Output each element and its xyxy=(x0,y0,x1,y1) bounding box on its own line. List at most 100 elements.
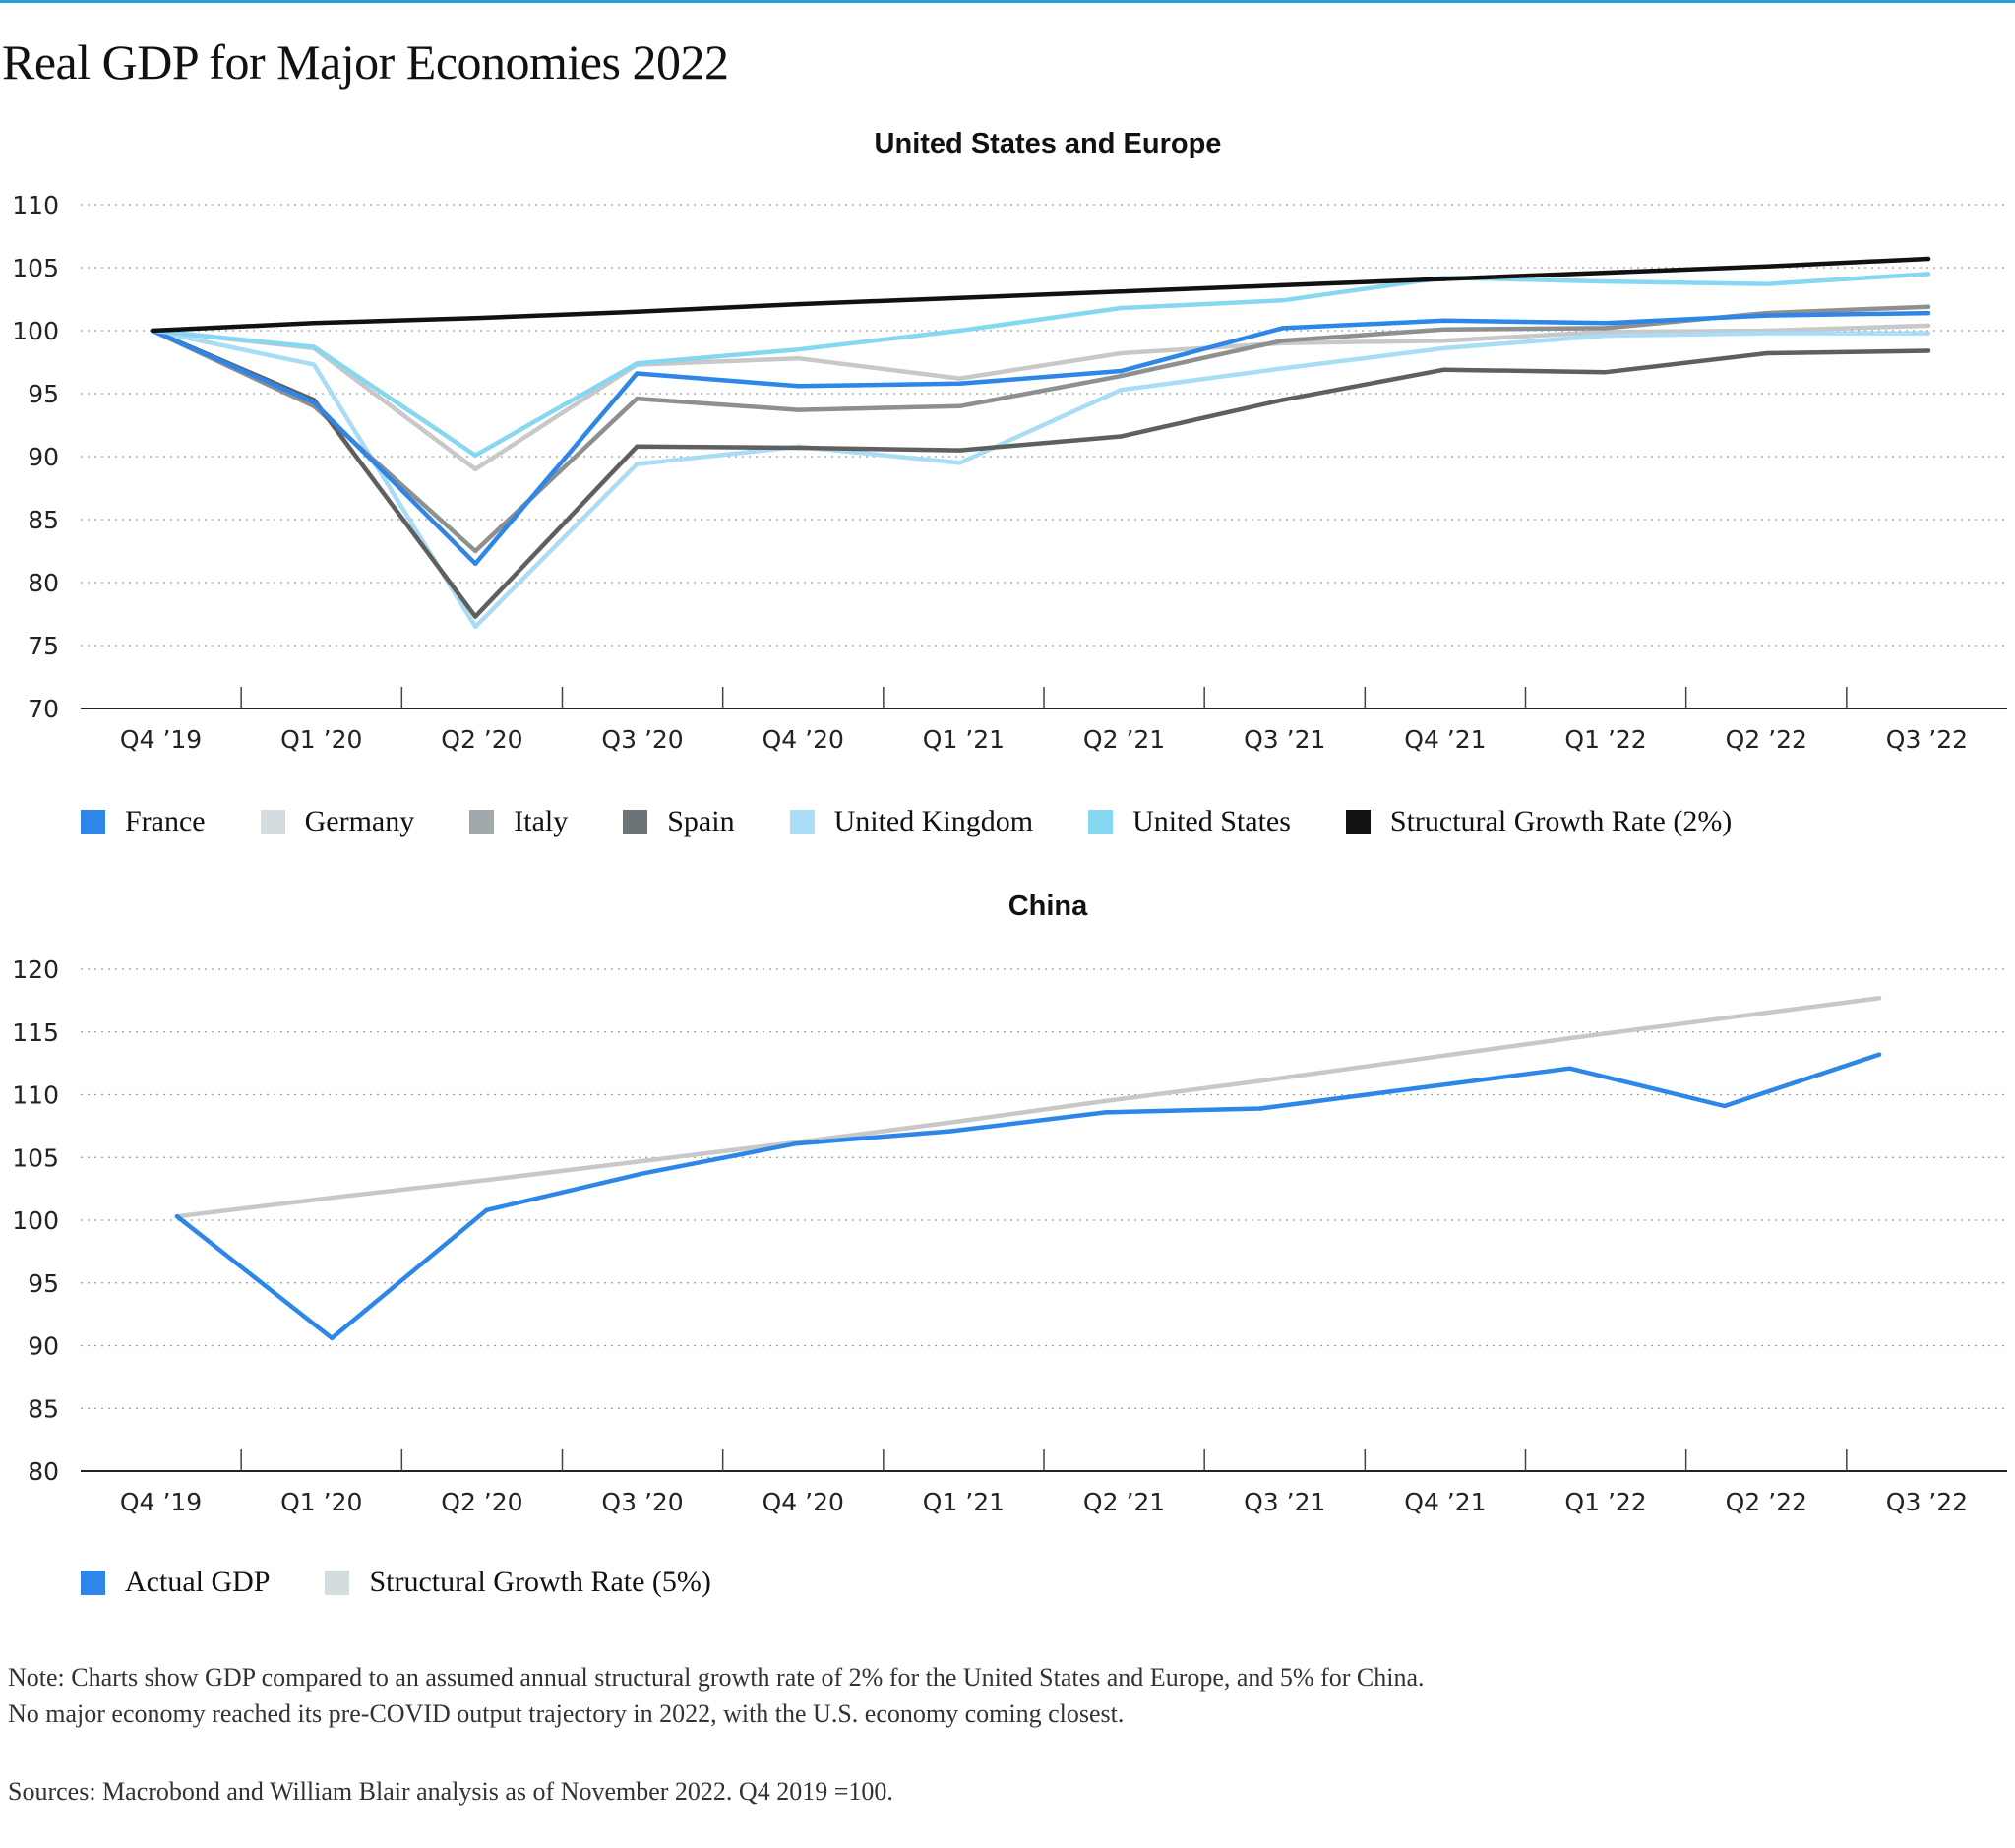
data-point-italy xyxy=(796,407,801,412)
y-tick-label-90: 90 xyxy=(28,1332,59,1361)
data-point-structural-growth-rate-5 xyxy=(1567,1035,1572,1041)
x-tick-label: Q2 ’21 xyxy=(1083,725,1165,754)
x-tick-label: Q1 ’20 xyxy=(280,1488,362,1516)
y-tick-label-70: 70 xyxy=(28,695,59,723)
data-point-france xyxy=(635,371,640,376)
chart-title: China xyxy=(1008,891,1088,922)
data-point-spain xyxy=(1603,370,1609,375)
data-point-spain xyxy=(1280,398,1285,402)
data-point-spain xyxy=(635,444,640,449)
data-point-united-states xyxy=(635,361,640,366)
data-point-structural-growth-rate-2 xyxy=(1119,289,1124,294)
data-point-spain xyxy=(472,614,478,619)
legend-item-united-states: United States xyxy=(1088,805,1291,838)
legend-label: United States xyxy=(1132,805,1291,837)
legend-label: Structural Growth Rate (5%) xyxy=(369,1566,711,1598)
data-point-actual-gdp xyxy=(793,1141,799,1146)
data-point-structural-growth-rate-2 xyxy=(957,295,962,300)
data-point-germany xyxy=(472,466,478,471)
data-point-actual-gdp xyxy=(1722,1103,1727,1109)
data-point-france xyxy=(1280,326,1285,331)
data-point-spain xyxy=(957,448,962,453)
data-point-structural-growth-rate-2 xyxy=(311,321,317,326)
data-point-actual-gdp xyxy=(639,1171,644,1177)
data-point-united-kingdom xyxy=(1280,366,1285,371)
sources-text: Sources: Macrobond and William Blair ana… xyxy=(8,1777,893,1806)
legend-swatch xyxy=(81,1570,105,1595)
y-tick-label-120: 120 xyxy=(12,955,59,984)
legend-swatch xyxy=(81,809,105,834)
data-point-structural-growth-rate-5 xyxy=(330,1195,335,1201)
data-point-actual-gdp xyxy=(1412,1085,1418,1091)
legend-label: Structural Growth Rate (2%) xyxy=(1389,805,1733,837)
legend-label: United Kingdom xyxy=(833,805,1034,837)
data-point-italy xyxy=(635,396,640,401)
data-point-france xyxy=(311,400,317,405)
y-tick-label-100: 100 xyxy=(12,1206,59,1235)
y-tick-label-85: 85 xyxy=(28,506,59,534)
x-tick-label: Q2 ’22 xyxy=(1726,1488,1807,1516)
y-tick-label-80: 80 xyxy=(28,569,59,597)
y-tick-label-105: 105 xyxy=(12,254,59,282)
data-point-germany xyxy=(1119,350,1124,356)
chart-us-europe: United States and Europe 70 75 80 85 90 95 100 1… xyxy=(12,128,2007,754)
x-tick-label: Q4 ’20 xyxy=(763,1488,844,1516)
x-tick-label: Q4 ’19 xyxy=(120,725,202,754)
data-point-united-kingdom xyxy=(957,461,962,465)
legend-label: Italy xyxy=(514,805,569,837)
note-line-1: Note: Charts show GDP compared to an ass… xyxy=(8,1663,1425,1692)
data-point-spain xyxy=(1764,350,1770,356)
x-tick-label: Q1 ’22 xyxy=(1564,725,1646,754)
data-point-france xyxy=(796,384,801,389)
data-point-united-kingdom xyxy=(1603,333,1609,339)
data-point-italy xyxy=(1925,304,1931,309)
data-point-united-states xyxy=(472,453,478,458)
x-tick-label: Q3 ’20 xyxy=(601,1488,683,1516)
y-tick-label-110: 110 xyxy=(12,1081,59,1110)
legend-item-structural-growth-rate-2: Structural Growth Rate (2%) xyxy=(1345,805,1733,838)
series-line-spain xyxy=(150,328,1931,619)
data-point-structural-growth-rate-5 xyxy=(1722,1016,1727,1020)
x-tick-label: Q4 ’21 xyxy=(1404,1488,1486,1516)
x-tick-label: Q3 ’21 xyxy=(1244,725,1325,754)
data-point-italy xyxy=(1441,327,1446,332)
data-point-actual-gdp xyxy=(484,1207,489,1212)
series-line-germany xyxy=(150,323,1931,472)
data-point-structural-growth-rate-5 xyxy=(639,1158,644,1164)
data-point-structural-growth-rate-2 xyxy=(1764,264,1770,269)
legend-label: France xyxy=(125,805,206,837)
x-tick-label: Q4 ’21 xyxy=(1404,725,1486,754)
x-tick-label: Q2 ’21 xyxy=(1083,1488,1165,1516)
data-point-actual-gdp xyxy=(1567,1066,1572,1071)
x-tick-label: Q3 ’22 xyxy=(1886,1488,1968,1516)
data-point-united-kingdom xyxy=(1764,331,1770,336)
y-tick-label-90: 90 xyxy=(28,443,59,471)
data-point-structural-growth-rate-2 xyxy=(635,309,640,314)
data-point-france xyxy=(1764,313,1770,318)
data-point-spain xyxy=(1925,348,1931,353)
data-point-spain xyxy=(1119,434,1124,439)
data-point-united-states xyxy=(311,344,317,349)
y-tick-label-95: 95 xyxy=(28,1269,59,1298)
data-point-germany xyxy=(796,355,801,361)
legend-china: Actual GDP Structural Growth Rate (5%) xyxy=(81,1566,766,1599)
y-tick-label-100: 100 xyxy=(12,317,59,345)
series-line-actual-gdp xyxy=(174,1052,1882,1341)
chart-china: China 80 85 90 95 100 105 110 115 120 Q4 ’19 Q1 ’20… xyxy=(12,891,2007,1516)
data-point-united-kingdom xyxy=(1119,387,1124,393)
legend-item-structural-growth-rate-5: Structural Growth Rate (5%) xyxy=(325,1566,711,1599)
x-tick-label: Q1 ’21 xyxy=(923,1488,1005,1516)
data-point-germany xyxy=(1441,339,1446,343)
y-tick-label-80: 80 xyxy=(28,1457,59,1486)
x-tick-label: Q3 ’21 xyxy=(1244,1488,1325,1516)
x-tick-label: Q4 ’19 xyxy=(120,1488,202,1516)
data-point-united-states xyxy=(1119,305,1124,311)
legend-swatch xyxy=(623,809,648,834)
data-point-united-states xyxy=(796,347,801,352)
series-line-structural-growth-rate-2 xyxy=(150,256,1931,334)
page-title: Real GDP for Major Economies 2022 xyxy=(2,34,729,90)
data-point-france xyxy=(1925,310,1931,316)
data-point-actual-gdp xyxy=(330,1335,335,1341)
data-point-united-states xyxy=(1603,278,1609,284)
data-point-structural-growth-rate-5 xyxy=(948,1120,953,1125)
